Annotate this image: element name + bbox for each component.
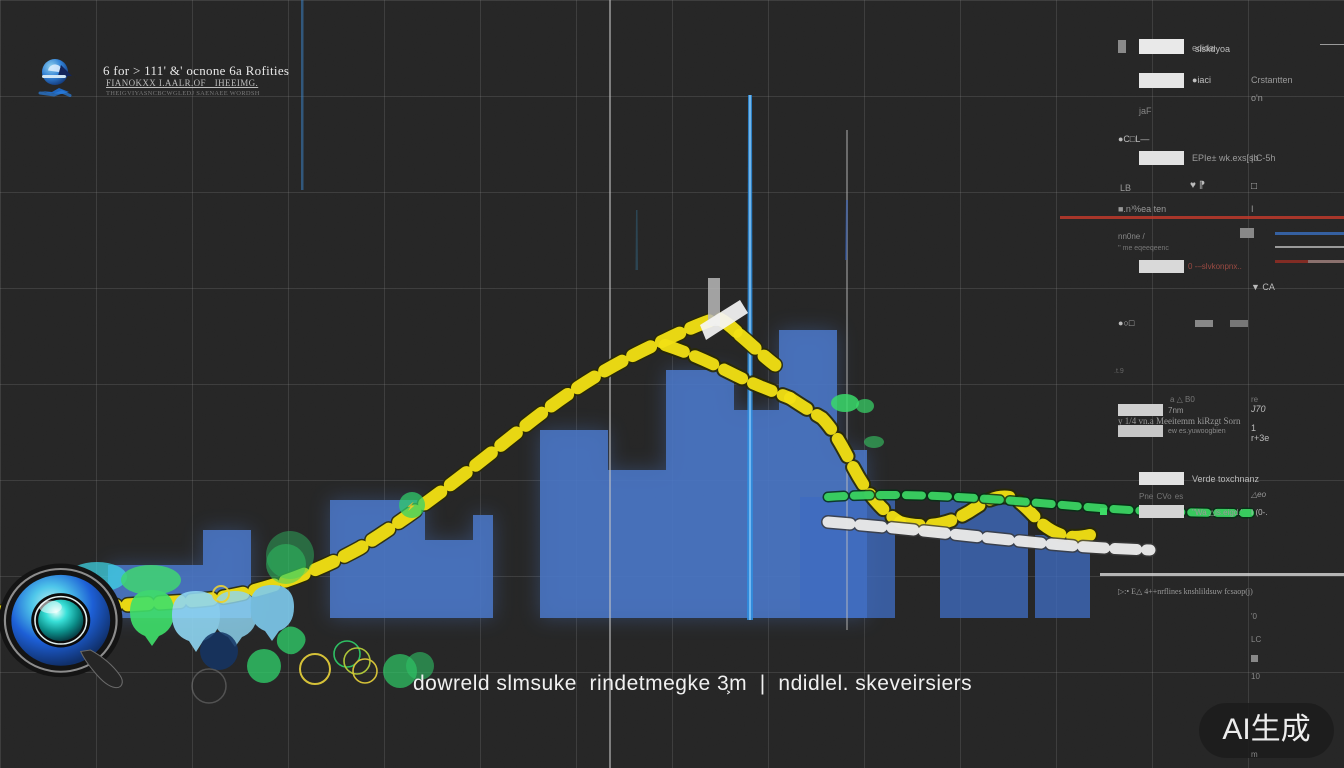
svg-text:⚡: ⚡: [406, 501, 416, 511]
